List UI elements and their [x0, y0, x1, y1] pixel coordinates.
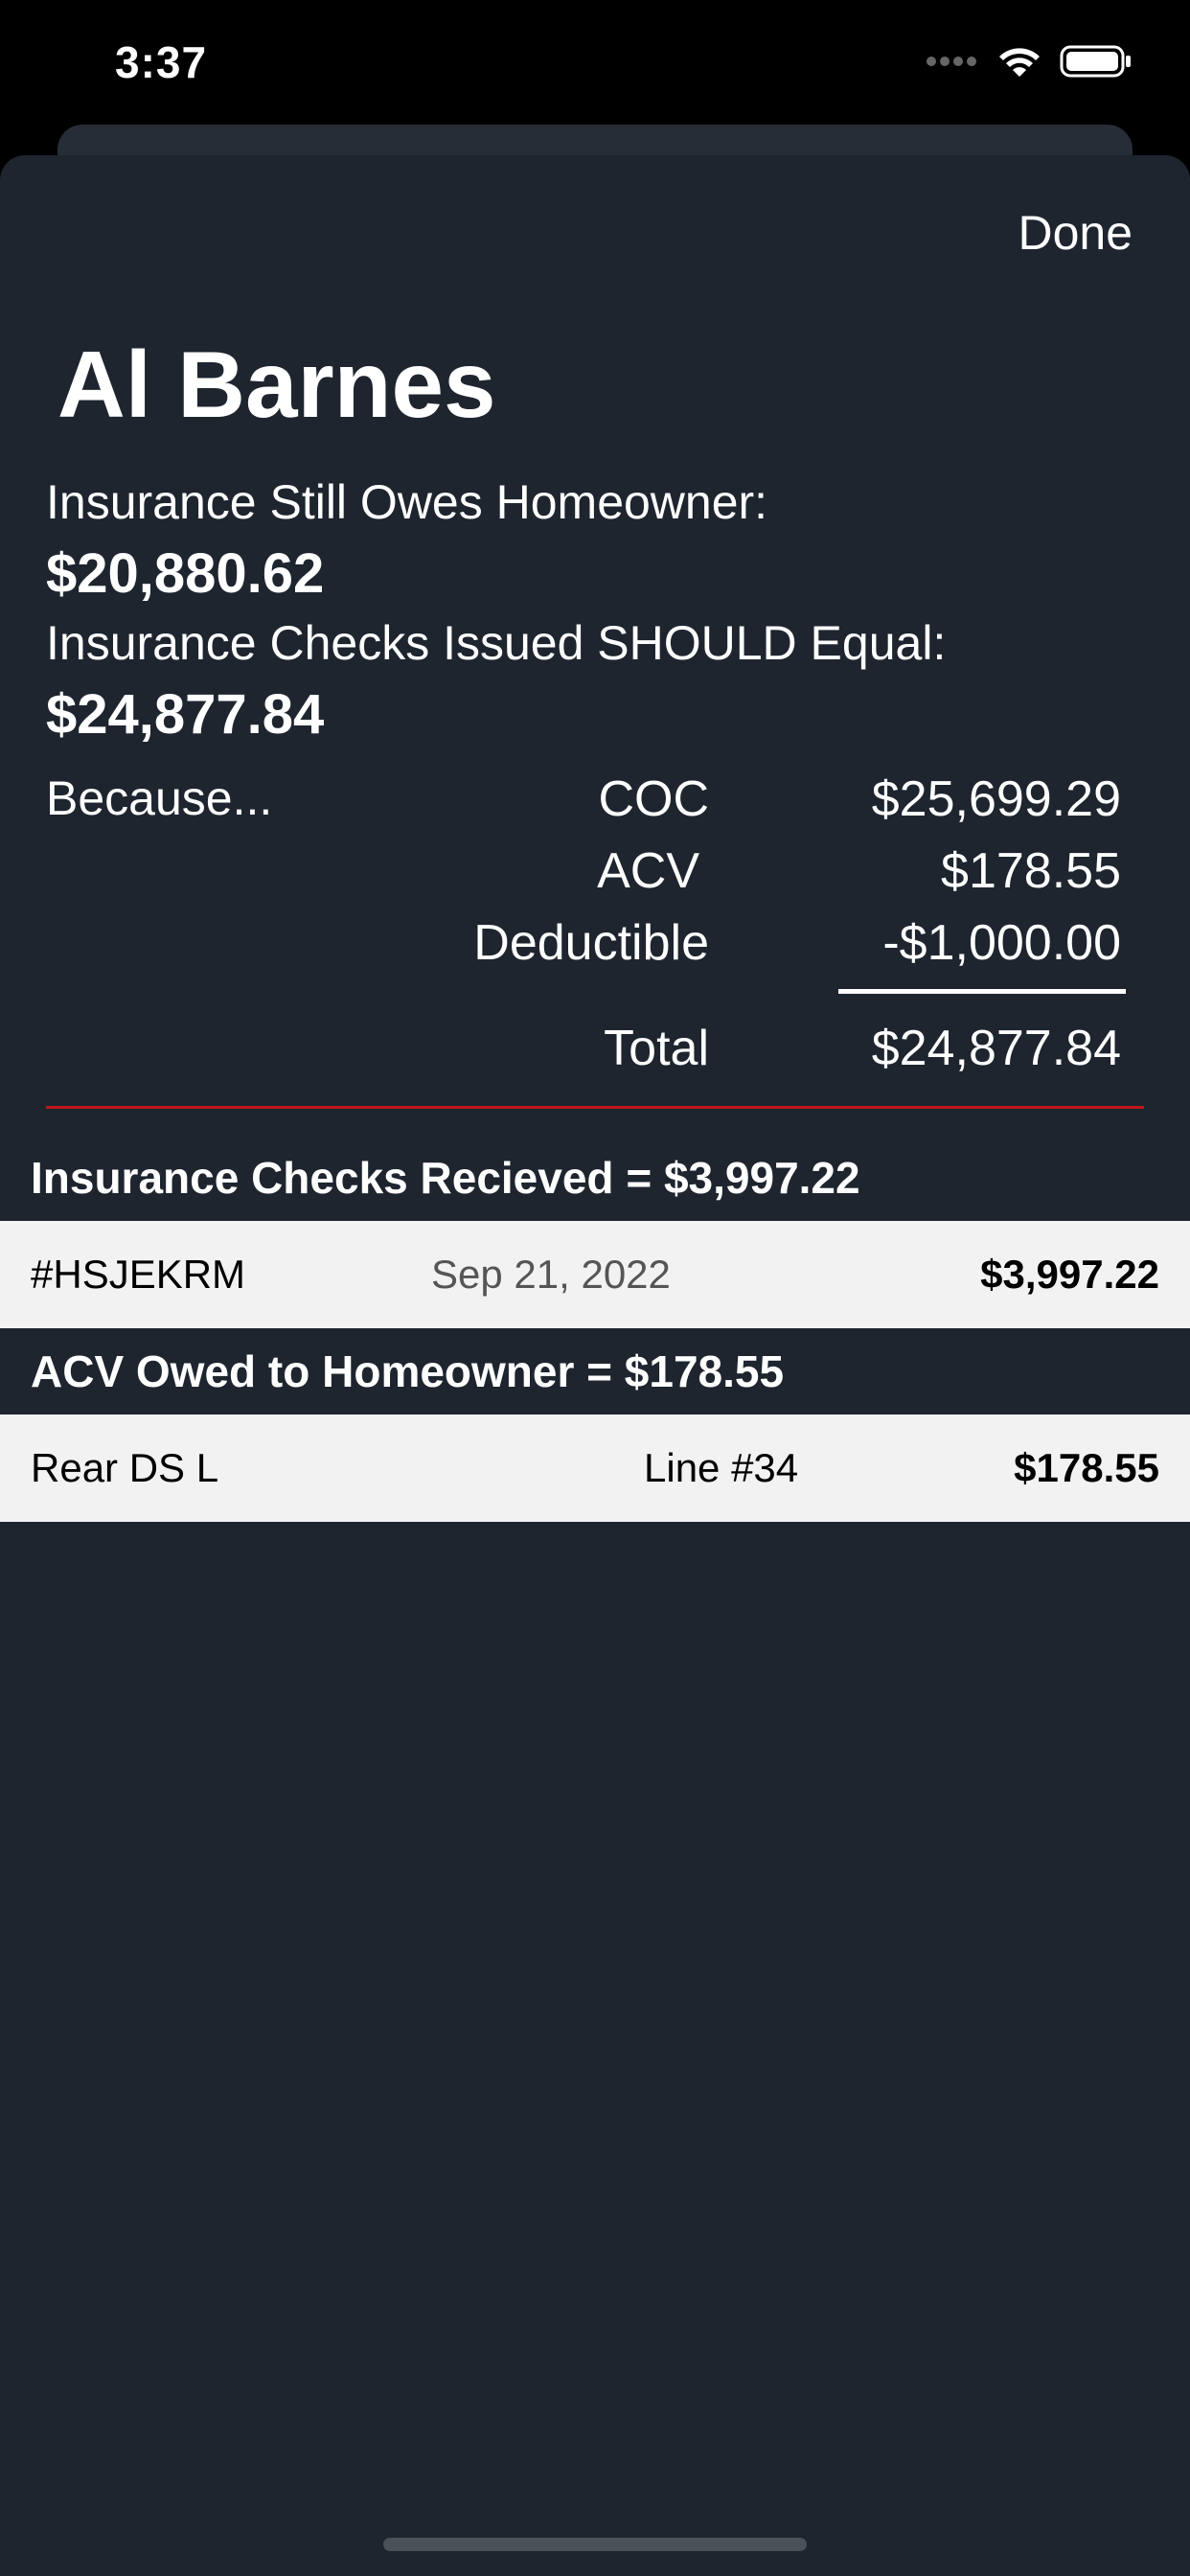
- coc-value: $25,699.29: [871, 771, 1121, 827]
- section-divider: [46, 1106, 1144, 1109]
- detail-sheet: Done Al Barnes Insurance Still Owes Home…: [0, 155, 1190, 2576]
- home-indicator: [383, 2538, 807, 2551]
- still-owes-value: $20,880.62: [46, 542, 325, 605]
- total-label: Total: [604, 1021, 709, 1076]
- acv-row[interactable]: Rear DS L Line #34 $178.55: [0, 1414, 1190, 1522]
- status-time: 3:37: [115, 37, 208, 87]
- coc-label: COC: [598, 771, 709, 827]
- check-date: Sep 21, 2022: [431, 1252, 671, 1297]
- deductible-label: Deductible: [473, 915, 709, 971]
- acv-label: ACV: [597, 843, 699, 899]
- acv-item-amount: $178.55: [1014, 1445, 1159, 1490]
- acv-item-line: Line #34: [644, 1445, 799, 1490]
- deductible-value: -$1,000.00: [882, 915, 1121, 971]
- done-button[interactable]: Done: [1018, 206, 1133, 260]
- still-owes-label: Insurance Still Owes Homeowner:: [46, 475, 768, 529]
- checks-should-equal-value: $24,877.84: [46, 683, 325, 746]
- acv-value: $178.55: [941, 843, 1121, 899]
- acv-item-name: Rear DS L: [31, 1445, 219, 1490]
- sum-divider: [838, 989, 1126, 994]
- check-id: #HSJEKRM: [31, 1252, 246, 1297]
- battery-icon: [1060, 44, 1133, 83]
- status-icons: [926, 44, 1133, 83]
- checks-section-header: Insurance Checks Recieved = $3,997.22: [31, 1153, 860, 1203]
- because-label: Because...: [46, 771, 273, 825]
- check-amount: $3,997.22: [980, 1252, 1159, 1297]
- check-row[interactable]: #HSJEKRM Sep 21, 2022 $3,997.22: [0, 1221, 1190, 1328]
- status-bar: 3:37: [0, 0, 1190, 129]
- page-title: Al Barnes: [57, 332, 496, 437]
- total-value: $24,877.84: [871, 1021, 1121, 1076]
- signal-icon: [926, 54, 979, 74]
- wifi-icon: [996, 44, 1042, 83]
- checks-should-equal-label: Insurance Checks Issued SHOULD Equal:: [46, 616, 947, 670]
- acv-section-header: ACV Owed to Homeowner = $178.55: [31, 1346, 785, 1396]
